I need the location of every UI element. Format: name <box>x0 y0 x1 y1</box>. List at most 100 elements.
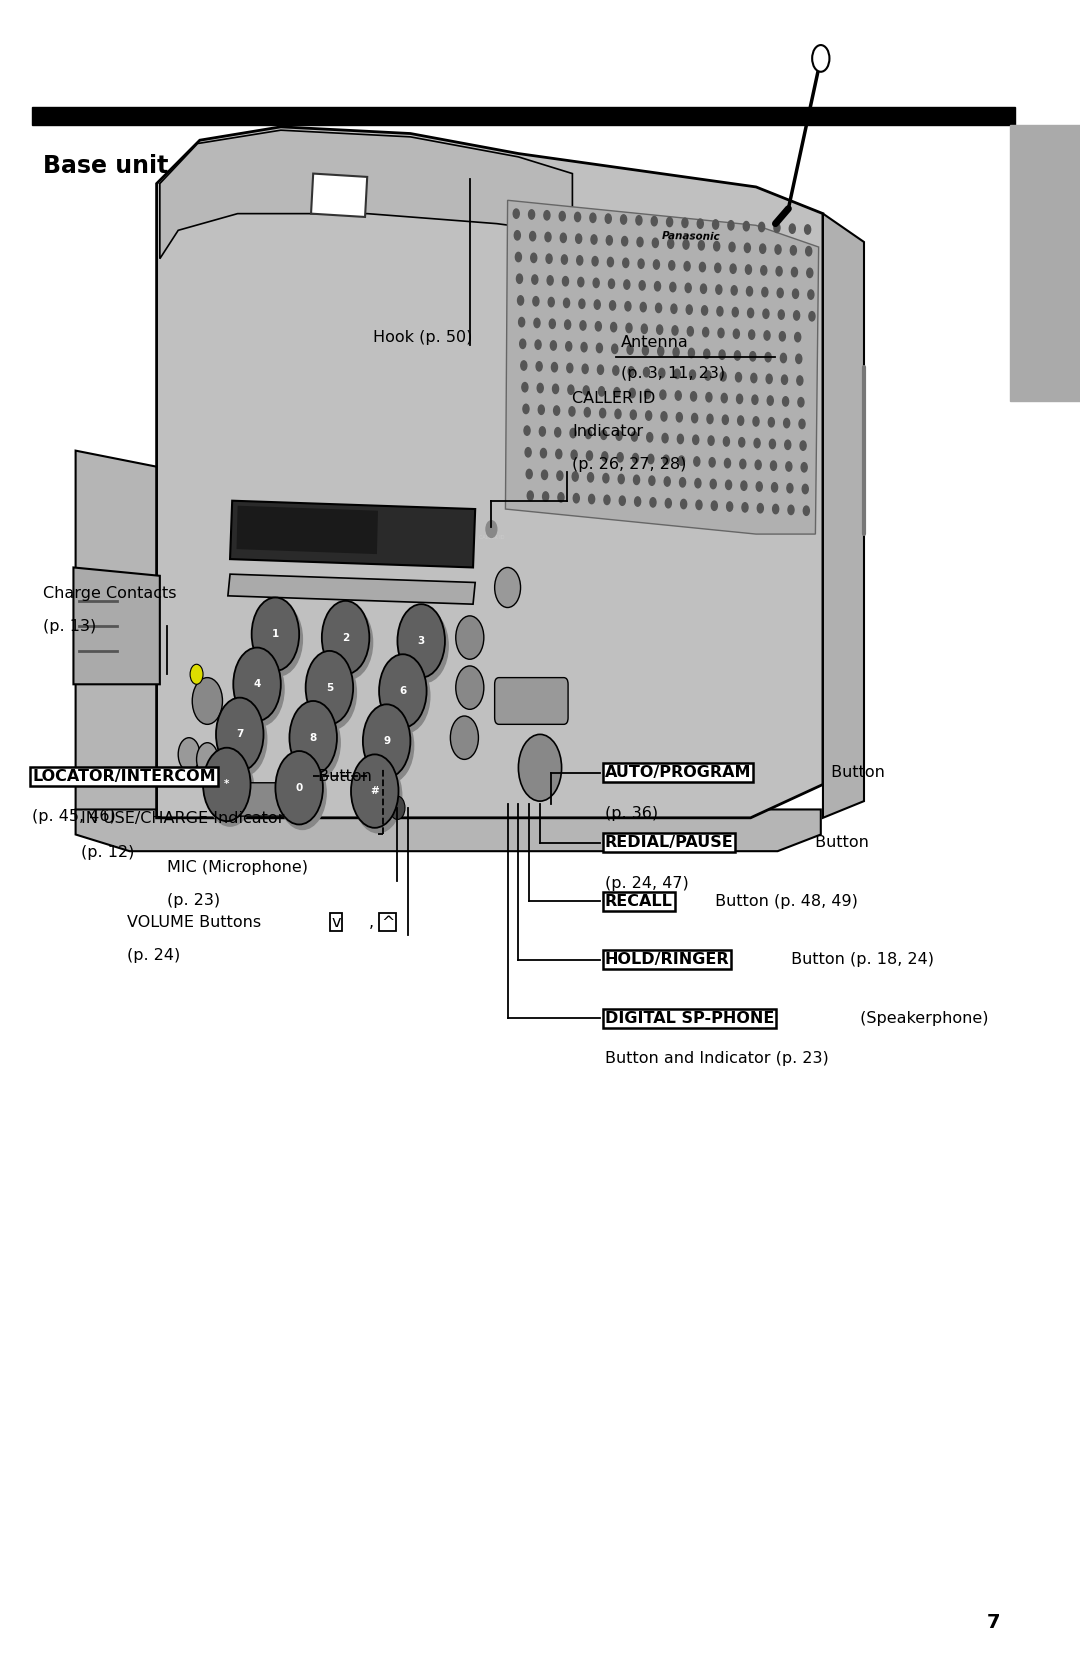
Circle shape <box>650 497 656 507</box>
Circle shape <box>588 472 594 482</box>
Circle shape <box>518 317 525 327</box>
Circle shape <box>516 274 523 284</box>
Circle shape <box>782 376 787 384</box>
Circle shape <box>673 347 679 357</box>
Text: 4: 4 <box>254 679 260 689</box>
Circle shape <box>716 285 721 294</box>
Circle shape <box>542 492 549 501</box>
Circle shape <box>806 247 812 255</box>
Circle shape <box>589 494 595 504</box>
Text: Button (p. 18, 24): Button (p. 18, 24) <box>786 953 934 966</box>
Text: v: v <box>332 915 340 930</box>
Circle shape <box>744 244 751 252</box>
Circle shape <box>789 224 795 234</box>
Circle shape <box>514 230 521 240</box>
Circle shape <box>594 300 600 309</box>
Circle shape <box>721 394 727 402</box>
Text: Button: Button <box>826 766 886 779</box>
Circle shape <box>523 404 529 414</box>
Circle shape <box>255 603 302 676</box>
Text: Antenna: Antenna <box>621 335 689 350</box>
Circle shape <box>755 461 761 469</box>
Circle shape <box>676 412 683 422</box>
Circle shape <box>747 309 754 317</box>
Circle shape <box>638 259 644 269</box>
Text: AUTO/PROGRAM: AUTO/PROGRAM <box>605 766 752 779</box>
Circle shape <box>779 310 784 319</box>
Circle shape <box>583 386 590 396</box>
Text: Button: Button <box>810 836 869 850</box>
Circle shape <box>233 648 281 721</box>
Circle shape <box>724 437 729 446</box>
Circle shape <box>734 350 741 361</box>
Circle shape <box>513 209 519 219</box>
Circle shape <box>712 501 717 511</box>
Circle shape <box>541 471 548 479</box>
Circle shape <box>546 254 552 264</box>
Polygon shape <box>230 501 475 567</box>
Circle shape <box>784 419 789 427</box>
Circle shape <box>680 499 687 509</box>
Circle shape <box>527 491 534 501</box>
Text: 0: 0 <box>296 783 302 793</box>
Circle shape <box>534 319 540 327</box>
Circle shape <box>636 215 642 225</box>
Circle shape <box>552 362 557 372</box>
Text: 8: 8 <box>310 733 316 743</box>
Circle shape <box>774 224 780 232</box>
Circle shape <box>685 284 691 292</box>
Text: LOCATOR/INTERCOM: LOCATOR/INTERCOM <box>32 769 216 783</box>
Circle shape <box>216 748 238 781</box>
Circle shape <box>535 340 541 349</box>
Circle shape <box>725 459 730 467</box>
Circle shape <box>322 601 369 674</box>
Circle shape <box>720 372 726 381</box>
Circle shape <box>190 664 203 684</box>
Circle shape <box>401 609 448 683</box>
Text: Indicator: Indicator <box>572 424 644 439</box>
Circle shape <box>710 457 715 467</box>
Circle shape <box>528 210 535 219</box>
Circle shape <box>675 391 681 401</box>
Circle shape <box>293 706 340 779</box>
Circle shape <box>325 606 373 679</box>
Circle shape <box>639 280 645 290</box>
Circle shape <box>713 220 718 229</box>
Circle shape <box>731 285 738 295</box>
Circle shape <box>704 349 710 359</box>
Circle shape <box>666 217 673 227</box>
Circle shape <box>780 332 785 340</box>
Circle shape <box>742 502 748 512</box>
Circle shape <box>567 364 572 372</box>
Circle shape <box>456 666 484 709</box>
Circle shape <box>549 297 554 307</box>
Circle shape <box>670 282 676 292</box>
Circle shape <box>809 312 815 320</box>
Circle shape <box>252 598 299 671</box>
Circle shape <box>681 219 688 227</box>
Circle shape <box>735 372 742 382</box>
Circle shape <box>765 352 771 362</box>
Circle shape <box>363 704 410 778</box>
Circle shape <box>703 327 708 337</box>
Text: 7: 7 <box>987 1614 1000 1632</box>
Circle shape <box>798 397 804 407</box>
Circle shape <box>684 262 690 270</box>
Circle shape <box>551 340 556 350</box>
Circle shape <box>751 374 757 382</box>
Circle shape <box>550 319 555 329</box>
Circle shape <box>538 406 544 414</box>
Circle shape <box>626 324 632 332</box>
Circle shape <box>705 371 711 381</box>
Circle shape <box>728 220 734 230</box>
Circle shape <box>692 436 699 444</box>
Text: (p. 26, 27, 28): (p. 26, 27, 28) <box>572 457 687 472</box>
Circle shape <box>637 237 643 247</box>
Circle shape <box>788 506 794 514</box>
Circle shape <box>648 454 653 464</box>
Circle shape <box>582 364 589 374</box>
Circle shape <box>762 309 769 319</box>
Circle shape <box>522 382 528 392</box>
Circle shape <box>559 212 565 220</box>
Circle shape <box>683 240 689 249</box>
